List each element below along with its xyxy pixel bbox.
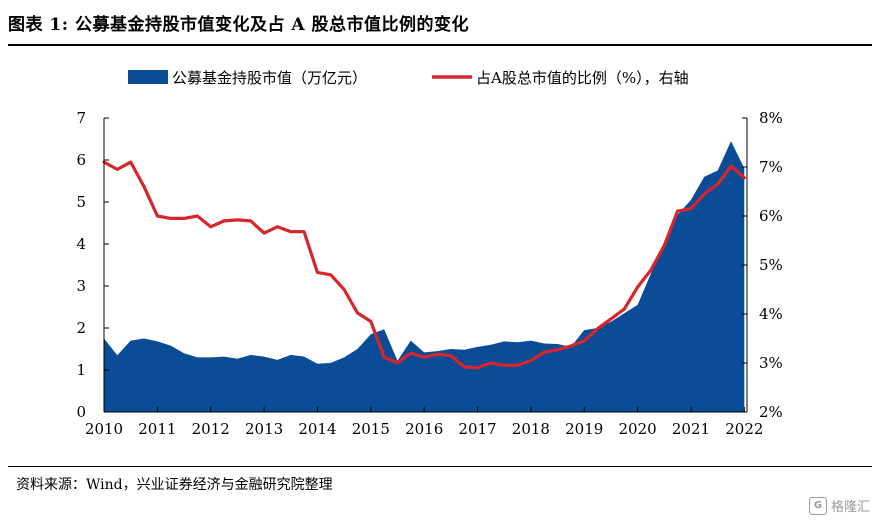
y-left-tick-label: 3	[76, 277, 86, 295]
x-tick-label: 2015	[352, 420, 390, 438]
y-right-tick-label: 5%	[759, 256, 783, 274]
chart-legend: 公募基金持股市值（万亿元） 占A股总市值的比例（%），右轴	[128, 69, 689, 87]
x-tick-label: 2017	[458, 420, 496, 438]
y-left-tick-label: 2	[76, 319, 86, 337]
area-series-fund-holdings	[104, 141, 745, 412]
legend-label-area: 公募基金持股市值（万亿元）	[172, 69, 367, 87]
x-tick-label: 2012	[192, 420, 230, 438]
x-tick-label: 2021	[672, 420, 710, 438]
y-right-tick-label: 3%	[759, 354, 783, 372]
watermark: G 格隆汇	[808, 496, 870, 515]
source-rule	[8, 466, 872, 467]
y-right-tick-label: 6%	[759, 207, 783, 225]
x-tick-label: 2010	[85, 420, 123, 438]
x-tick-label: 2013	[245, 420, 283, 438]
x-tick-label: 2014	[298, 420, 336, 438]
x-tick-label: 2019	[565, 420, 603, 438]
x-tick-label: 2018	[512, 420, 550, 438]
source-note: 资料来源：Wind，兴业证券经济与金融研究院整理	[16, 477, 333, 493]
legend-swatch-area	[128, 70, 168, 84]
y-right-tick-label: 7%	[759, 158, 783, 176]
legend-label-line: 占A股总市值的比例（%），右轴	[476, 69, 689, 87]
y-right-tick-label: 4%	[759, 305, 783, 323]
plot-area	[102, 141, 746, 412]
axes: 0 1 2 3 4 5 6 7 2% 3% 4% 5% 6% 7% 8% 2010 2011 2012 2013 20…	[76, 109, 782, 438]
x-tick-label: 2016	[405, 420, 443, 438]
y-right-tick-label: 8%	[759, 109, 783, 127]
title-rule	[8, 44, 872, 46]
figure-title: 图表 1: 公募基金持股市值变化及占 A 股总市值比例的变化	[8, 15, 469, 35]
x-tick-label: 2011	[138, 420, 176, 438]
y-right-tick-label: 2%	[759, 403, 783, 421]
y-left-tick-label: 0	[76, 403, 86, 421]
y-left-tick-label: 4	[76, 235, 86, 253]
x-tick-label: 2022	[725, 420, 763, 438]
chart-svg: 公募基金持股市值（万亿元） 占A股总市值的比例（%），右轴 0 1 2 3 4 5 6 7 2% 3…	[76, 69, 782, 438]
watermark-text: 格隆汇	[830, 500, 870, 515]
watermark-logo-icon: G	[808, 496, 827, 515]
y-left-tick-label: 6	[76, 151, 86, 169]
y-left-tick-label: 7	[76, 109, 86, 127]
line-series-market-share	[102, 160, 746, 370]
y-left-tick-label: 5	[76, 193, 86, 211]
y-left-tick-label: 1	[76, 361, 86, 379]
x-tick-label: 2020	[619, 420, 657, 438]
